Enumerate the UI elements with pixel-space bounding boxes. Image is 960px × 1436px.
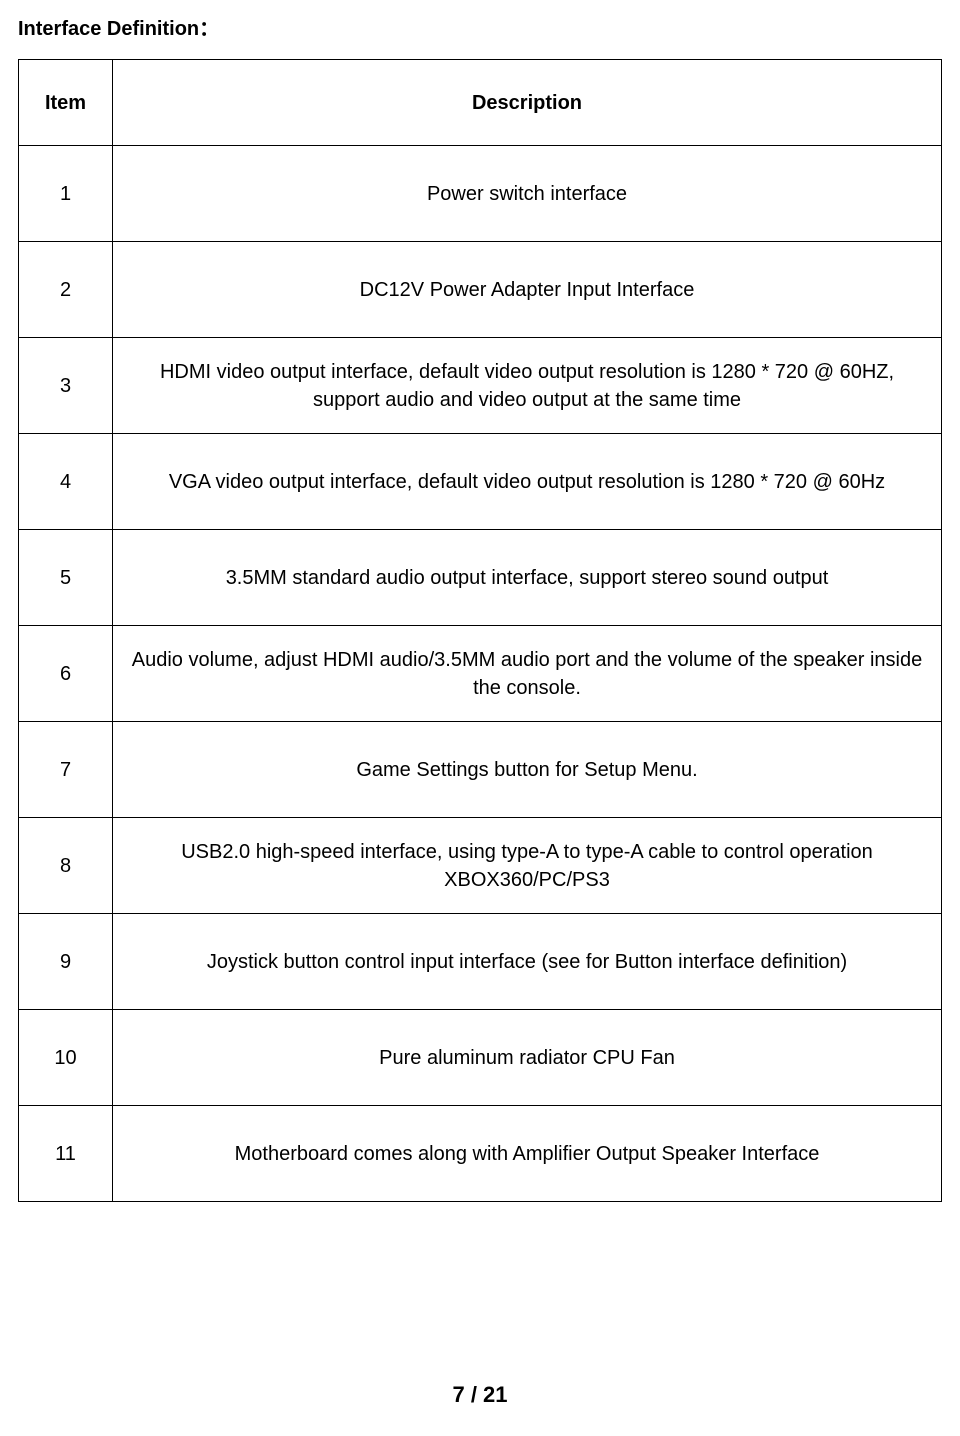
cell-description: 3.5MM standard audio output interface, s… (113, 530, 942, 626)
table-row: 8 USB2.0 high-speed interface, using typ… (19, 818, 942, 914)
table-header-row: Item Description (19, 60, 942, 146)
cell-item: 2 (19, 242, 113, 338)
table-row: 10 Pure aluminum radiator CPU Fan (19, 1010, 942, 1106)
cell-item: 3 (19, 338, 113, 434)
page-title: Interface Definition： (18, 12, 942, 41)
cell-description: Audio volume, adjust HDMI audio/3.5MM au… (113, 626, 942, 722)
table-row: 6 Audio volume, adjust HDMI audio/3.5MM … (19, 626, 942, 722)
page-sep: / (465, 1382, 483, 1407)
cell-description: Power switch interface (113, 146, 942, 242)
page-total: 21 (483, 1382, 507, 1407)
cell-item: 4 (19, 434, 113, 530)
cell-item: 11 (19, 1106, 113, 1202)
cell-item: 8 (19, 818, 113, 914)
cell-item: 9 (19, 914, 113, 1010)
cell-description: Pure aluminum radiator CPU Fan (113, 1010, 942, 1106)
cell-description: USB2.0 high-speed interface, using type-… (113, 818, 942, 914)
cell-item: 7 (19, 722, 113, 818)
cell-description: DC12V Power Adapter Input Interface (113, 242, 942, 338)
table-row: 1 Power switch interface (19, 146, 942, 242)
cell-item: 5 (19, 530, 113, 626)
cell-description: HDMI video output interface, default vid… (113, 338, 942, 434)
cell-description: VGA video output interface, default vide… (113, 434, 942, 530)
cell-description: Game Settings button for Setup Menu. (113, 722, 942, 818)
cell-item: 10 (19, 1010, 113, 1106)
cell-item: 6 (19, 626, 113, 722)
cell-description: Joystick button control input interface … (113, 914, 942, 1010)
table-row: 7 Game Settings button for Setup Menu. (19, 722, 942, 818)
table-row: 4 VGA video output interface, default vi… (19, 434, 942, 530)
table-row: 5 3.5MM standard audio output interface,… (19, 530, 942, 626)
table-row: 3 HDMI video output interface, default v… (19, 338, 942, 434)
page-current: 7 (452, 1382, 464, 1407)
cell-description: Motherboard comes along with Amplifier O… (113, 1106, 942, 1202)
col-header-description: Description (113, 60, 942, 146)
cell-item: 1 (19, 146, 113, 242)
interface-definition-table: Item Description 1 Power switch interfac… (18, 59, 942, 1202)
table-row: 2 DC12V Power Adapter Input Interface (19, 242, 942, 338)
page-number: 7 / 21 (0, 1382, 960, 1408)
table-row: 9 Joystick button control input interfac… (19, 914, 942, 1010)
table-row: 11 Motherboard comes along with Amplifie… (19, 1106, 942, 1202)
col-header-item: Item (19, 60, 113, 146)
